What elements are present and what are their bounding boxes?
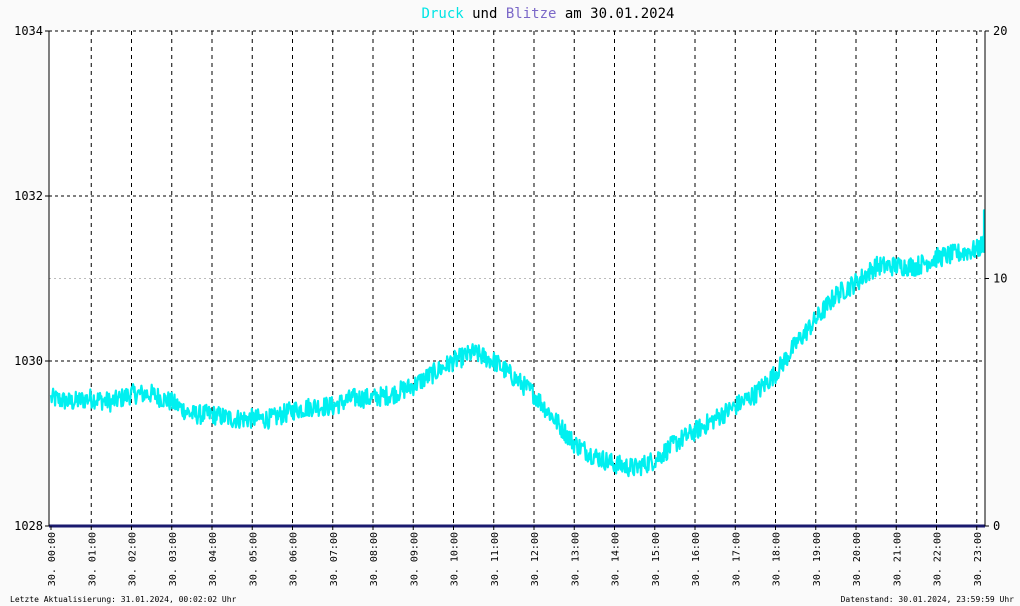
title-part-0: Druck xyxy=(422,6,465,22)
x-tick-label: 30. 23:00 xyxy=(973,532,984,586)
y-left-tick-label: 1030 xyxy=(14,354,43,368)
x-tick-label: 30. 03:00 xyxy=(168,532,179,586)
x-tick-label: 30. 15:00 xyxy=(651,532,662,586)
y-right-tick-label: 20 xyxy=(993,24,1007,38)
y-right-tick-label: 0 xyxy=(993,519,1000,533)
title-part-1: und xyxy=(464,6,506,22)
x-tick-label: 30. 00:00 xyxy=(47,532,58,586)
x-tick-label: 30. 07:00 xyxy=(329,532,340,586)
x-tick-label: 30. 21:00 xyxy=(892,532,903,586)
x-tick-label: 30. 13:00 xyxy=(570,532,581,586)
series-line-druck xyxy=(49,209,986,478)
title-part-2: Blitze xyxy=(506,6,557,22)
x-tick-label: 30. 17:00 xyxy=(731,532,742,586)
x-tick-label: 30. 02:00 xyxy=(128,532,139,586)
footer-last-update: Letzte Aktualisierung: 31.01.2024, 00:02… xyxy=(10,595,237,604)
y-left-tick-label: 1032 xyxy=(14,189,43,203)
x-tick-label: 30. 12:00 xyxy=(530,532,541,586)
x-tick-label: 30. 08:00 xyxy=(369,532,380,586)
grid xyxy=(49,30,985,526)
x-tick-label: 30. 18:00 xyxy=(772,532,783,586)
chart-title: Druck und Blitze am 30.01.2024 xyxy=(422,6,675,22)
x-tick-label: 30. 10:00 xyxy=(450,532,461,586)
y-left-tick-label: 1028 xyxy=(14,519,43,533)
x-tick-label: 30. 06:00 xyxy=(289,532,300,586)
x-tick-label: 30. 16:00 xyxy=(691,532,702,586)
x-tick-label: 30. 14:00 xyxy=(611,532,622,586)
footer-data-status: Datenstand: 30.01.2024, 23:59:59 Uhr xyxy=(841,595,1015,604)
axes xyxy=(45,30,989,530)
y-left-tick-label: 1034 xyxy=(14,24,43,38)
x-tick-label: 30. 20:00 xyxy=(852,532,863,586)
x-tick-label: 30. 04:00 xyxy=(208,532,219,586)
series-layer xyxy=(49,209,986,528)
x-tick-label: 30. 11:00 xyxy=(490,532,501,586)
x-tick-label: 30. 01:00 xyxy=(87,532,98,586)
y-right-tick-label: 10 xyxy=(993,272,1007,286)
axis-labels: 30. 00:00 30. 01:00 30. 02:00 30. 03:00 30. … xyxy=(14,24,1007,586)
x-tick-label: 30. 19:00 xyxy=(812,532,823,586)
x-tick-label: 30. 05:00 xyxy=(248,532,259,586)
x-tick-label: 30. 09:00 xyxy=(409,532,420,586)
x-tick-label: 30. 22:00 xyxy=(933,532,944,586)
title-part-3: am 30.01.2024 xyxy=(556,6,674,22)
